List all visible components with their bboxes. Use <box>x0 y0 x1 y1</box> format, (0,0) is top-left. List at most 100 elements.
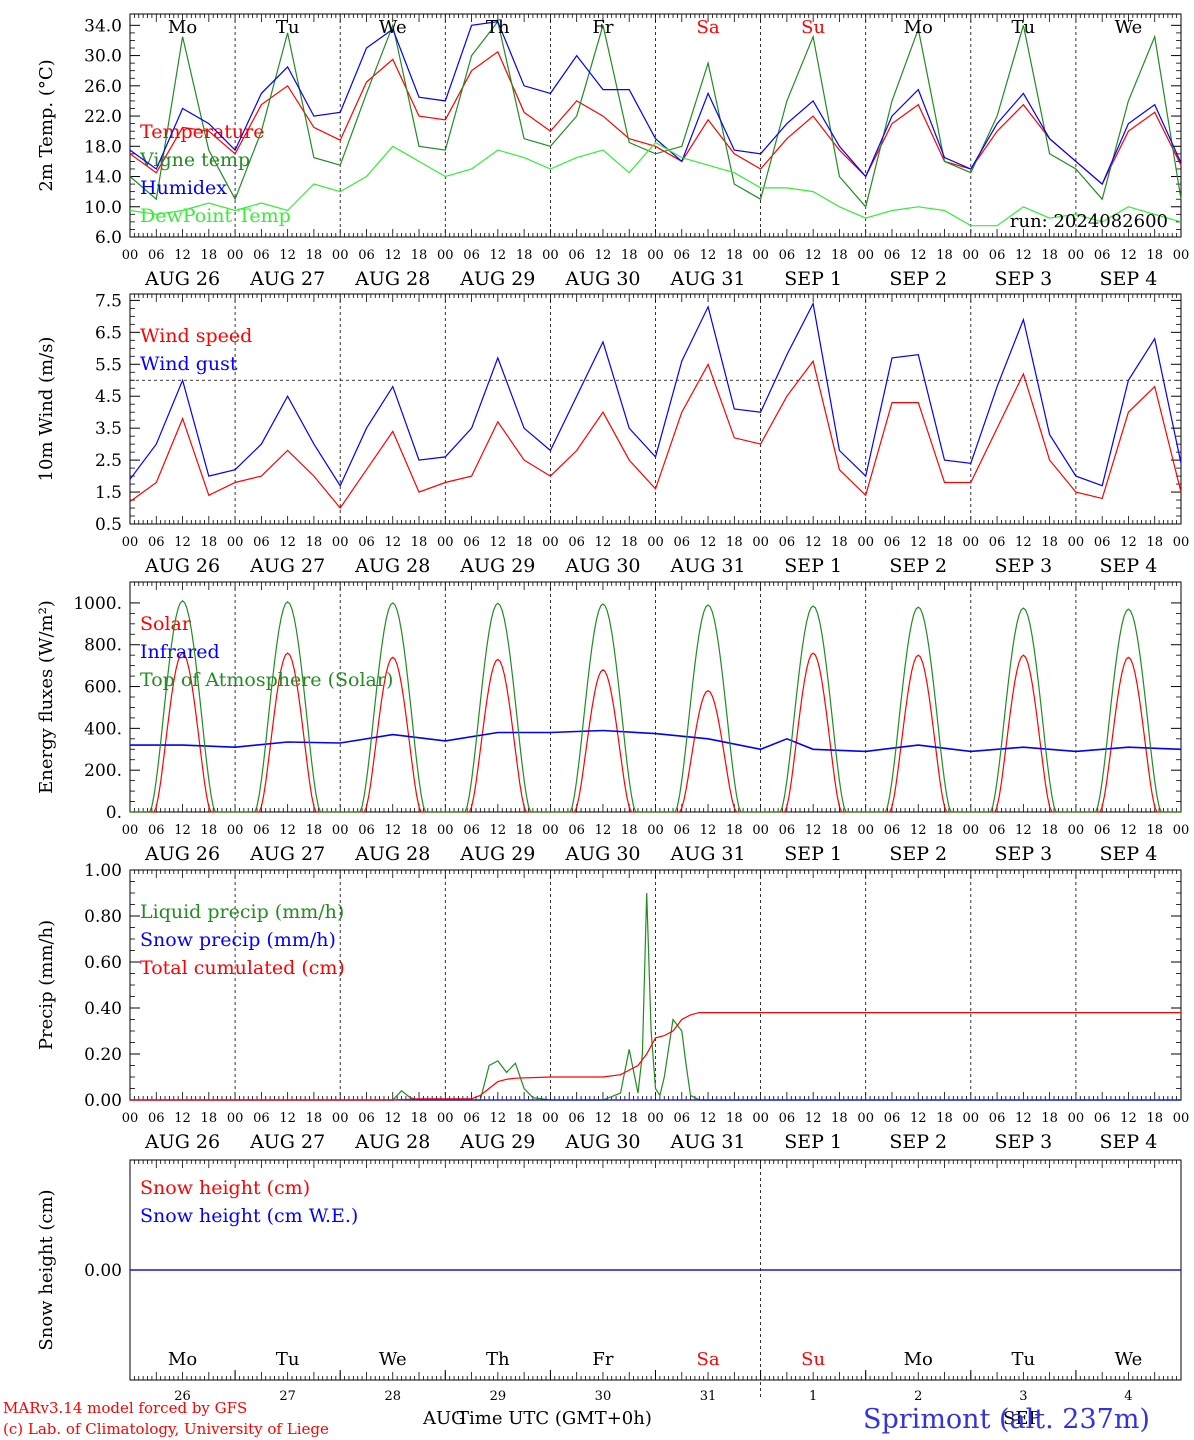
y-tick-label: 2.5 <box>95 451 122 471</box>
series-line-top-of-atmosphere-solar- <box>130 599 1181 813</box>
hour-tick-label: 12 <box>595 248 612 263</box>
weekday-label: Su <box>801 1349 825 1370</box>
hour-tick-label: 12 <box>174 535 191 550</box>
hour-tick-label: 06 <box>463 823 480 838</box>
date-label: SEP 1 <box>784 843 842 865</box>
hour-tick-label: 18 <box>726 823 743 838</box>
footer: MARv3.14 model forced by GFS (c) Lab. of… <box>3 1399 1150 1438</box>
hour-tick-label: 18 <box>201 823 218 838</box>
hour-tick-label: 06 <box>358 248 375 263</box>
hour-tick-label: 18 <box>726 535 743 550</box>
hour-tick-label: 00 <box>963 535 980 550</box>
hour-tick-label: 18 <box>201 535 218 550</box>
hour-tick-label: 18 <box>306 823 323 838</box>
y-axis-label: 10m Wind (m/s) <box>36 337 57 482</box>
hour-tick-label: 00 <box>437 823 454 838</box>
y-tick-label: 400. <box>84 719 122 739</box>
hour-tick-label: 00 <box>1068 248 1085 263</box>
hour-tick-label: 12 <box>805 248 822 263</box>
y-tick-label: 14.0 <box>84 168 122 188</box>
hour-tick-label: 00 <box>752 248 769 263</box>
hour-tick-label: 18 <box>936 248 953 263</box>
y-axis-label: 2m Temp. (°C) <box>36 59 57 191</box>
weekday-label: Th <box>486 1349 510 1370</box>
date-label: AUG 30 <box>564 843 640 865</box>
hour-tick-label: 00 <box>1173 823 1190 838</box>
date-label: AUG 28 <box>354 1131 430 1153</box>
hour-tick-label: 00 <box>752 823 769 838</box>
day-number-label: 26 <box>174 1389 191 1404</box>
legend-entry: Top of Atmosphere (Solar) <box>140 669 393 691</box>
weekday-label: Mo <box>168 1349 197 1370</box>
date-label: AUG 30 <box>564 555 640 577</box>
hour-tick-label: 12 <box>174 823 191 838</box>
hour-tick-label: 18 <box>936 535 953 550</box>
hour-tick-label: 00 <box>647 535 664 550</box>
y-tick-label: 0.40 <box>84 999 122 1019</box>
hour-tick-label: 00 <box>542 535 559 550</box>
date-label: AUG 30 <box>564 1131 640 1153</box>
hour-tick-label: 06 <box>463 535 480 550</box>
date-label: SEP 1 <box>784 555 842 577</box>
date-label: SEP 1 <box>784 1131 842 1153</box>
hour-tick-label: 00 <box>437 1111 454 1126</box>
hour-tick-label: 06 <box>884 1111 901 1126</box>
hour-tick-label: 00 <box>332 535 349 550</box>
date-label: AUG 31 <box>669 555 745 577</box>
hour-tick-label: 12 <box>384 535 401 550</box>
y-tick-label: 200. <box>84 761 122 781</box>
hour-tick-label: 00 <box>332 1111 349 1126</box>
legend-entry: Vigne temp <box>139 149 250 171</box>
hour-tick-label: 18 <box>306 535 323 550</box>
date-label: SEP 4 <box>1100 1131 1158 1153</box>
panel-snow: 0.00 Snow height (cm) Snow height (cm) Snow… <box>36 1159 1182 1404</box>
day-number-label: 2 <box>914 1389 922 1404</box>
hour-tick-label: 06 <box>568 1111 585 1126</box>
hour-tick-label: 00 <box>963 248 980 263</box>
y-tick-label: 0.00 <box>84 1091 122 1111</box>
y-tick-label: 6.0 <box>95 228 122 248</box>
date-label: AUG 29 <box>459 1131 535 1153</box>
date-label: SEP 2 <box>889 843 947 865</box>
weekday-label: We <box>379 17 407 38</box>
y-tick-label: 0.80 <box>84 907 122 927</box>
series-line-total-cumulated-cm- <box>130 1011 1181 1101</box>
hour-tick-label: 18 <box>1146 248 1163 263</box>
footer-location: Sprimont (alt. 237m) <box>863 1404 1150 1435</box>
hour-tick-label: 06 <box>148 535 165 550</box>
hour-tick-label: 18 <box>831 823 848 838</box>
hour-tick-label: 06 <box>568 823 585 838</box>
hour-tick-label: 06 <box>674 535 691 550</box>
y-tick-label: 30.0 <box>84 47 122 67</box>
hour-tick-label: 12 <box>490 1111 507 1126</box>
hour-tick-label: 18 <box>621 535 638 550</box>
day-number-label: 3 <box>1019 1389 1027 1404</box>
hour-tick-label: 00 <box>122 535 139 550</box>
date-label: AUG 28 <box>354 555 430 577</box>
panel-wind: 0.5 1.5 2.5 3.5 4.5 5.5 6.5 7.5 10m Wind (m/s) Wi… <box>36 291 1189 577</box>
date-label: AUG 29 <box>459 268 535 290</box>
series-line-wind-speed <box>129 359 1182 509</box>
hour-tick-label: 06 <box>568 535 585 550</box>
weekday-label: Mo <box>168 17 197 38</box>
hour-tick-label: 00 <box>1068 823 1085 838</box>
hour-tick-label: 06 <box>884 535 901 550</box>
hour-tick-label: 12 <box>1120 1111 1137 1126</box>
legend-entry: Liquid precip (mm/h) <box>140 901 344 923</box>
legend-entry: Total cumulated (cm) <box>140 957 345 979</box>
hour-tick-label: 12 <box>1015 535 1032 550</box>
date-label: SEP 2 <box>889 1131 947 1153</box>
hour-tick-label: 06 <box>148 823 165 838</box>
hour-tick-label: 12 <box>910 823 927 838</box>
series-line-infrared <box>130 729 1182 753</box>
hour-tick-label: 12 <box>700 823 717 838</box>
hour-tick-label: 18 <box>516 248 533 263</box>
hour-tick-label: 00 <box>1068 535 1085 550</box>
day-number-label: 31 <box>700 1389 717 1404</box>
hour-tick-label: 06 <box>779 823 796 838</box>
date-label: SEP 3 <box>994 555 1052 577</box>
hour-tick-label: 06 <box>253 823 270 838</box>
hour-tick-label: 06 <box>463 248 480 263</box>
hour-tick-label: 18 <box>1146 1111 1163 1126</box>
weekday-label: Fr <box>592 1349 613 1370</box>
